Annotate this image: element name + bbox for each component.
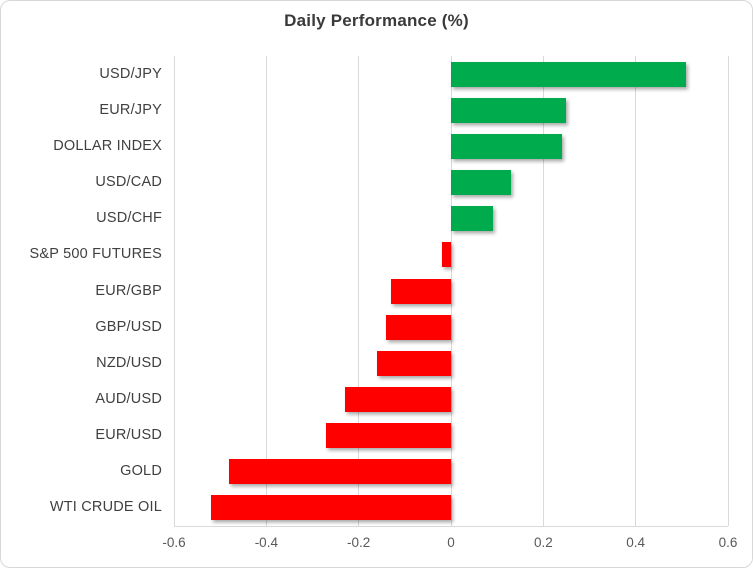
category-label: EUR/JPY	[99, 101, 162, 118]
bar	[451, 170, 512, 196]
category-label: USD/CAD	[95, 174, 162, 191]
gridline	[358, 56, 360, 526]
x-tick-label: 0.4	[626, 535, 646, 550]
x-tick-label: 0	[447, 535, 455, 550]
bar	[344, 386, 451, 412]
gridline	[727, 56, 729, 526]
x-tick-label: -0.4	[254, 535, 278, 550]
x-axis-line	[174, 526, 728, 527]
bar	[451, 133, 562, 159]
bar	[229, 459, 451, 485]
gridline	[450, 56, 452, 526]
category-label: GOLD	[120, 463, 162, 480]
x-tick-label: 0.2	[533, 535, 553, 550]
gridline	[635, 56, 637, 526]
chart-title: Daily Performance (%)	[284, 11, 469, 30]
category-label: S&P 500 FUTURES	[29, 246, 162, 263]
x-tick-label: -0.2	[347, 535, 371, 550]
bar	[377, 350, 451, 376]
category-label: EUR/USD	[95, 427, 162, 444]
gridline	[265, 56, 267, 526]
bar	[386, 314, 451, 340]
category-axis: USD/JPY EUR/JPY DOLLAR INDEX USD/CAD USD/CHF…	[1, 56, 162, 526]
category-label: DOLLAR INDEX	[53, 137, 162, 154]
bar	[210, 495, 451, 521]
category-label: NZD/USD	[96, 354, 162, 371]
x-tick-label: 0.6	[718, 535, 738, 550]
category-label: WTI CRUDE OIL	[49, 499, 162, 516]
bar	[451, 61, 687, 87]
bar	[390, 278, 451, 304]
gridline	[173, 56, 175, 526]
bar	[326, 423, 451, 449]
category-label: GBP/USD	[95, 318, 162, 335]
category-label: AUD/USD	[95, 390, 162, 407]
x-axis-tick-labels: -0.6 -0.4 -0.2 0 0.2 0.4 0.6	[1, 535, 752, 555]
category-label: EUR/GBP	[95, 282, 162, 299]
plot-area	[173, 56, 729, 527]
category-label: USD/CHF	[96, 210, 162, 227]
bar	[441, 242, 451, 268]
bar	[451, 206, 493, 232]
category-label: USD/JPY	[99, 65, 162, 82]
gridline	[542, 56, 544, 526]
x-tick-label: -0.6	[162, 535, 186, 550]
bar	[451, 97, 567, 123]
